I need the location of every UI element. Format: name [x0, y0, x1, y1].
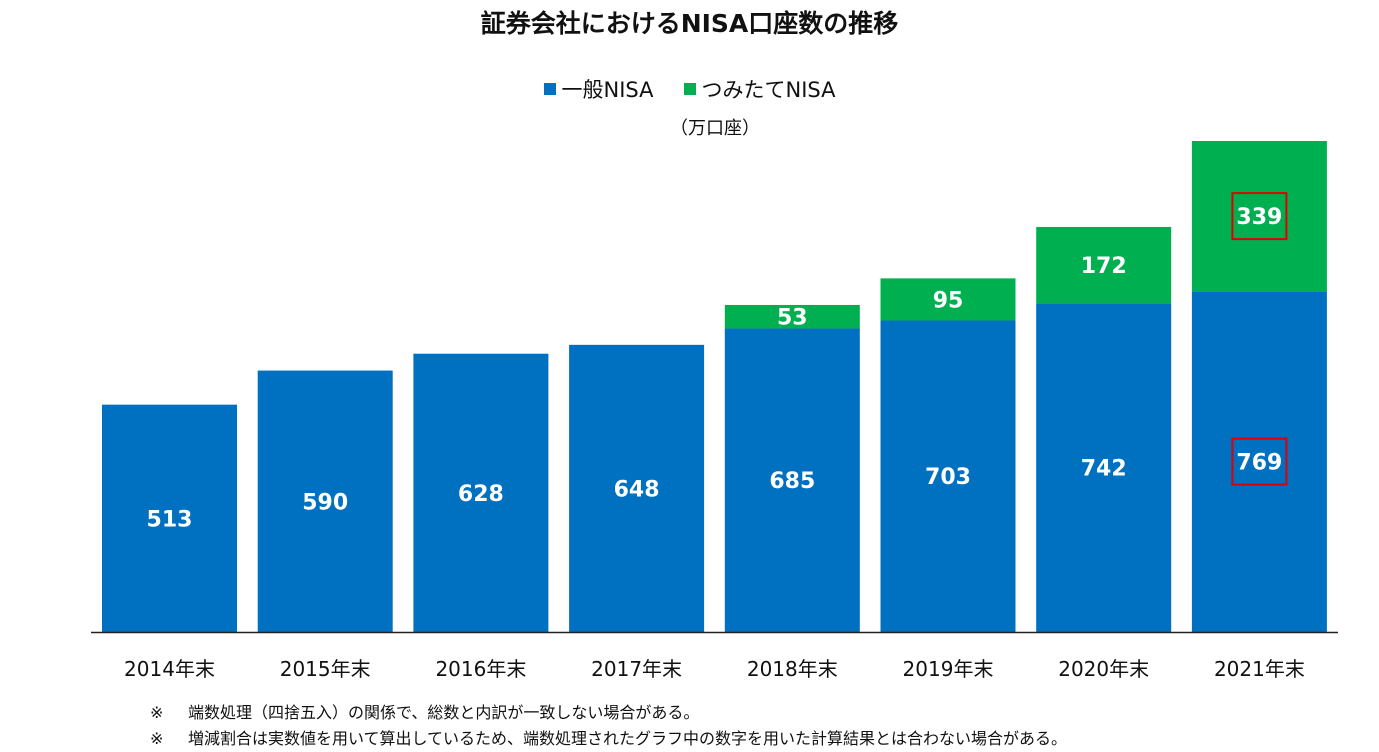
legend-swatch-tsumitate-nisa — [683, 83, 696, 95]
footnote-mark: ※ — [150, 703, 164, 722]
data-label: 53 — [777, 306, 808, 331]
x-tick-label: 2014年末 — [124, 657, 215, 681]
data-label: 513 — [147, 507, 193, 532]
footnote-text: 端数処理（四捨五入）の関係で、総数と内訳が一致しない場合がある。 — [188, 703, 700, 722]
legend-label-tsumitate-nisa: つみたてNISA — [701, 78, 836, 102]
data-label: 172 — [1081, 254, 1127, 279]
data-label: 590 — [302, 490, 348, 515]
stacked-bar-chart: 513 2014年末 590 2015年末 628 2016年末 648 2017年末 685 5… — [91, 141, 1338, 681]
bar-segment — [1191, 291, 1327, 632]
bar-segment — [569, 344, 705, 632]
highlight-box — [1231, 192, 1288, 241]
bar-segment — [880, 278, 1016, 321]
legend-item-general-nisa: 一般NISA — [543, 74, 654, 104]
bar-segment — [724, 304, 860, 329]
data-label: 769 — [1236, 451, 1282, 476]
x-tick-label: 2015年末 — [280, 657, 371, 681]
data-label: 648 — [614, 477, 660, 502]
unit-label: （万口座） — [670, 118, 760, 139]
highlight-box — [1231, 437, 1288, 486]
legend-swatch-general-nisa — [543, 83, 556, 95]
legend: 一般NISA つみたてNISA — [0, 74, 1379, 104]
data-label: 95 — [933, 288, 964, 313]
footnote-text: 増減割合は実数値を用いて算出しているため、端数処理されたグラフ中の数字を用いた計… — [188, 729, 1068, 748]
data-label: 685 — [769, 469, 815, 494]
bar-segment — [1191, 141, 1327, 292]
footnote-1: ※ 端数処理（四捨五入）の関係で、総数と内訳が一致しない場合がある。 — [150, 700, 1067, 726]
bar-segment — [413, 353, 549, 632]
x-tick-label: 2021年末 — [1214, 657, 1305, 681]
bar-segment — [880, 320, 1016, 632]
footnote-mark: ※ — [150, 729, 164, 748]
x-tick-label: 2019年末 — [903, 657, 994, 681]
x-tick-label: 2016年末 — [435, 657, 526, 681]
bar-segment — [1036, 226, 1172, 304]
x-tick-label: 2018年末 — [747, 657, 838, 681]
bar-segment — [724, 328, 860, 632]
data-label: 339 — [1236, 205, 1282, 230]
bar-segment — [257, 370, 393, 632]
footnotes: ※ 端数処理（四捨五入）の関係で、総数と内訳が一致しない場合がある。 ※ 増減割合は… — [150, 700, 1067, 752]
legend-item-tsumitate-nisa: つみたてNISA — [683, 74, 836, 104]
footnote-2: ※ 増減割合は実数値を用いて算出しているため、端数処理されたグラフ中の数字を用いた… — [150, 726, 1067, 752]
x-tick-label: 2017年末 — [591, 657, 682, 681]
chart-title: 証券会社におけるNISA口座数の推移 — [480, 9, 899, 38]
bar-segment — [1036, 303, 1172, 632]
bar-segment — [102, 404, 237, 632]
legend-label-general-nisa: 一般NISA — [561, 78, 654, 102]
x-tick-label: 2020年末 — [1058, 657, 1149, 681]
data-label: 703 — [925, 465, 971, 490]
data-label: 628 — [458, 482, 504, 507]
data-label: 742 — [1081, 457, 1127, 482]
